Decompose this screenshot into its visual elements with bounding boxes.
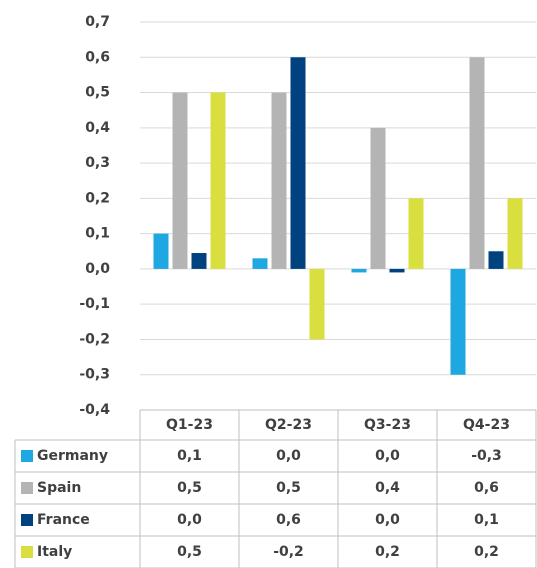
y-tick-label: 0,7	[85, 14, 110, 30]
data-label: 0,4	[375, 480, 400, 496]
data-label: 0,5	[276, 480, 301, 496]
y-tick-label: 0,5	[85, 85, 110, 101]
x-tick-label: Q4-23	[463, 417, 510, 433]
data-label: 0,0	[375, 448, 400, 464]
bar	[172, 92, 188, 269]
data-label: 0,2	[375, 544, 400, 560]
y-tick-label: -0,2	[79, 331, 110, 347]
data-label: 0,5	[177, 480, 202, 496]
x-tick-label: Q3-23	[364, 417, 411, 433]
y-tick-label: 0,2	[85, 190, 110, 206]
y-tick-label: 0,6	[85, 49, 110, 65]
y-tick-label: 0,1	[85, 226, 110, 242]
x-tick-label: Q1-23	[166, 417, 213, 433]
data-label: 0,6	[276, 512, 301, 528]
bar	[191, 253, 207, 269]
y-tick-label: 0,4	[85, 120, 110, 136]
data-label: -0,2	[273, 544, 304, 560]
bar	[271, 92, 287, 269]
y-tick-label: 0,0	[85, 261, 110, 277]
data-label: -0,3	[471, 448, 502, 464]
bar	[408, 198, 424, 269]
data-label: 0,2	[474, 544, 499, 560]
bar	[507, 198, 523, 269]
legend-swatch	[21, 482, 33, 494]
legend-label: Germany	[37, 448, 108, 464]
legend-label: France	[37, 512, 90, 528]
bar	[252, 258, 268, 269]
y-tick-label: -0,4	[79, 402, 110, 418]
data-label: 0,6	[474, 480, 499, 496]
bar	[450, 268, 466, 375]
legend-swatch	[21, 450, 33, 462]
legend-label: Spain	[37, 480, 81, 496]
bar	[488, 251, 504, 269]
bar	[153, 233, 169, 269]
bar	[309, 268, 325, 340]
data-label: 0,1	[474, 512, 499, 528]
data-label: 0,1	[177, 448, 202, 464]
legend-swatch	[21, 514, 33, 526]
bar	[210, 92, 226, 269]
bar	[469, 57, 485, 269]
bar	[351, 268, 367, 273]
bar	[370, 127, 386, 269]
legend-label: Italy	[37, 544, 72, 560]
bar	[290, 57, 306, 269]
data-label: 0,0	[375, 512, 400, 528]
data-label: 0,5	[177, 544, 202, 560]
data-label: 0,0	[177, 512, 202, 528]
y-tick-label: -0,1	[79, 296, 110, 312]
x-tick-label: Q2-23	[265, 417, 312, 433]
data-label: 0,0	[276, 448, 301, 464]
y-tick-label: 0,3	[85, 155, 110, 171]
legend-swatch	[21, 546, 33, 558]
y-tick-label: -0,3	[79, 367, 110, 383]
bar	[389, 268, 405, 273]
